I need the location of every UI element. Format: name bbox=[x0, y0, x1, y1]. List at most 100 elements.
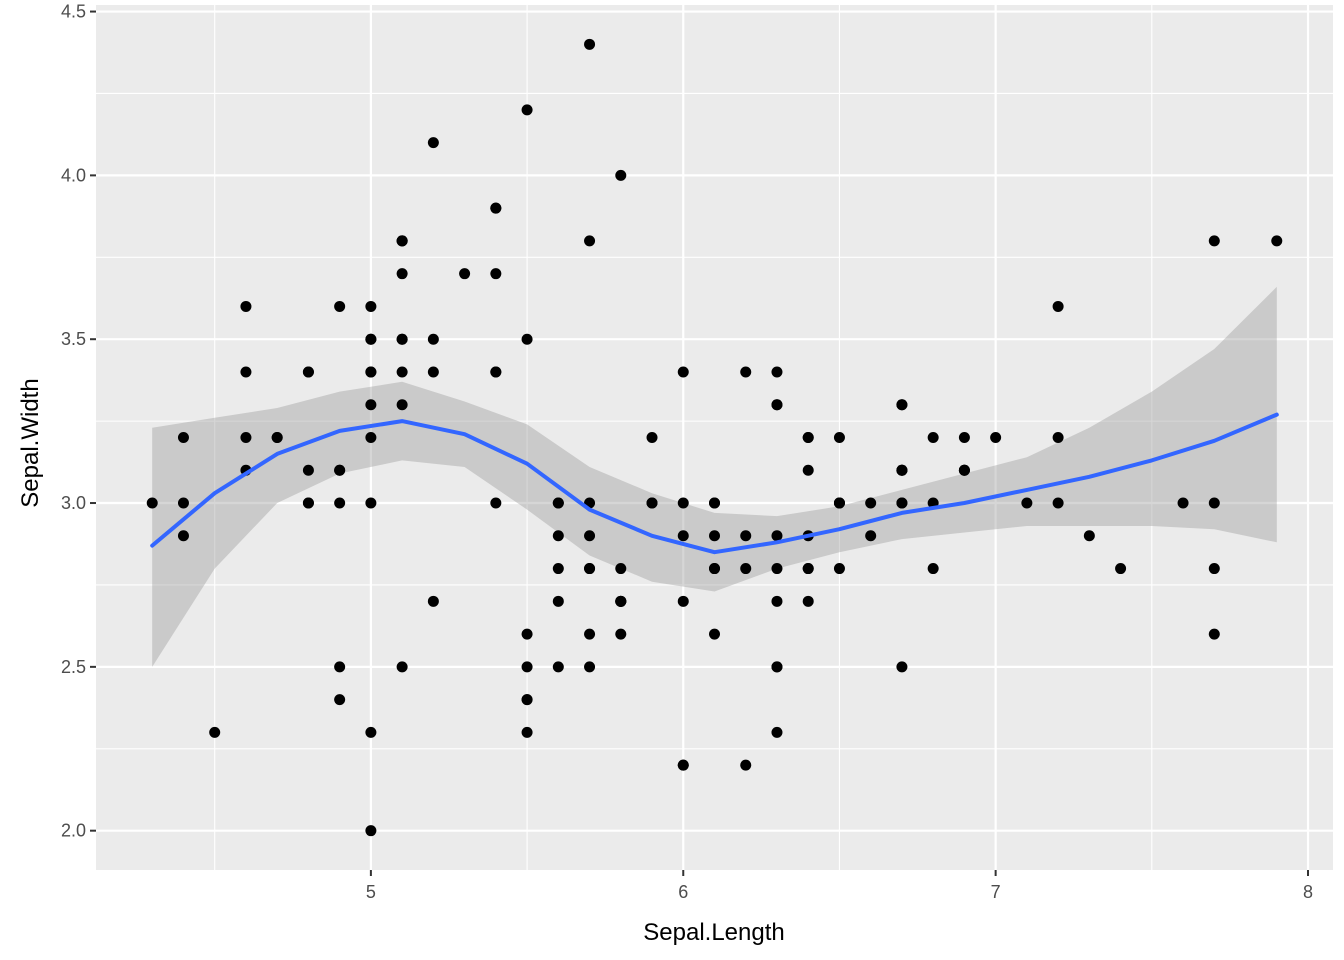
data-point bbox=[271, 432, 283, 443]
x-tick-label: 6 bbox=[678, 882, 688, 902]
data-point bbox=[1208, 563, 1220, 575]
data-point bbox=[1021, 497, 1033, 509]
data-point bbox=[677, 530, 689, 542]
y-tick-label: 3.0 bbox=[61, 493, 86, 513]
data-point bbox=[396, 268, 408, 280]
data-point bbox=[1177, 497, 1189, 509]
data-point bbox=[490, 268, 502, 280]
data-point bbox=[771, 661, 783, 673]
data-point bbox=[771, 530, 783, 542]
x-axis-title: Sepal.Length bbox=[643, 919, 784, 946]
data-point bbox=[677, 497, 689, 509]
data-point bbox=[1208, 628, 1220, 640]
data-point bbox=[365, 825, 377, 837]
data-point bbox=[334, 694, 346, 706]
data-point bbox=[677, 759, 689, 771]
data-point bbox=[240, 432, 252, 443]
data-point bbox=[1208, 497, 1220, 509]
data-point bbox=[365, 726, 377, 738]
data-point bbox=[740, 759, 752, 771]
data-points bbox=[146, 38, 1283, 837]
data-point bbox=[177, 530, 189, 542]
data-point bbox=[615, 563, 627, 575]
data-point bbox=[833, 563, 845, 575]
data-point bbox=[521, 661, 533, 673]
data-point bbox=[709, 497, 720, 509]
data-point bbox=[802, 464, 814, 476]
data-point bbox=[334, 300, 346, 312]
data-point bbox=[240, 300, 252, 312]
data-point bbox=[771, 563, 783, 575]
data-point bbox=[1115, 563, 1127, 575]
data-point bbox=[334, 661, 346, 673]
data-point bbox=[490, 366, 502, 378]
data-point bbox=[896, 661, 908, 673]
data-point bbox=[427, 137, 439, 149]
data-point bbox=[365, 399, 377, 411]
data-point bbox=[459, 268, 471, 280]
data-point bbox=[552, 530, 564, 542]
data-point bbox=[365, 432, 377, 443]
data-point bbox=[802, 563, 814, 575]
x-axis-ticks: 5 6 7 8 bbox=[366, 870, 1313, 902]
smooth-line bbox=[150, 412, 1279, 555]
y-tick-label: 2.0 bbox=[61, 821, 86, 841]
data-point bbox=[927, 432, 939, 443]
data-point bbox=[615, 628, 627, 640]
data-point bbox=[427, 595, 439, 607]
data-point bbox=[646, 432, 658, 443]
data-point bbox=[709, 628, 720, 640]
data-point bbox=[1052, 432, 1064, 443]
data-point bbox=[334, 464, 346, 476]
data-point bbox=[427, 366, 439, 378]
data-point bbox=[396, 399, 408, 411]
data-point bbox=[740, 563, 752, 575]
data-point bbox=[365, 333, 377, 345]
data-point bbox=[146, 497, 158, 509]
data-point bbox=[771, 366, 783, 378]
y-axis-ticks: 2.0 2.5 3.0 3.5 4.0 4.5 bbox=[61, 2, 96, 841]
data-point bbox=[177, 432, 189, 443]
data-point bbox=[584, 38, 596, 50]
data-point bbox=[833, 432, 845, 443]
data-point bbox=[896, 497, 908, 509]
data-point bbox=[927, 563, 939, 575]
data-point bbox=[521, 694, 533, 706]
data-point bbox=[396, 235, 408, 247]
data-point bbox=[615, 169, 627, 181]
data-point bbox=[209, 726, 221, 738]
data-point bbox=[833, 497, 845, 509]
data-point bbox=[521, 333, 533, 345]
y-axis-title: Sepal.Width bbox=[17, 378, 44, 507]
data-point bbox=[740, 366, 752, 378]
data-point bbox=[646, 497, 658, 509]
x-tick-label: 5 bbox=[366, 882, 376, 902]
data-point bbox=[584, 563, 596, 575]
smooth-line-path bbox=[150, 412, 1279, 555]
data-point bbox=[396, 333, 408, 345]
data-point bbox=[521, 104, 533, 116]
data-point bbox=[896, 464, 908, 476]
x-tick-label: 7 bbox=[991, 882, 1001, 902]
data-point bbox=[865, 530, 877, 542]
data-point bbox=[1083, 530, 1095, 542]
data-point bbox=[1052, 497, 1064, 509]
data-point bbox=[865, 497, 877, 509]
data-point bbox=[771, 726, 783, 738]
data-point bbox=[958, 432, 970, 443]
data-point bbox=[552, 661, 564, 673]
data-point bbox=[958, 464, 970, 476]
data-point bbox=[709, 530, 720, 542]
data-point bbox=[427, 333, 439, 345]
data-point bbox=[1052, 300, 1064, 312]
data-point bbox=[802, 595, 814, 607]
data-point bbox=[584, 530, 596, 542]
data-point bbox=[302, 497, 314, 509]
plot-panel bbox=[96, 5, 1333, 870]
data-point bbox=[896, 399, 908, 411]
data-point bbox=[709, 563, 720, 575]
data-point bbox=[1271, 235, 1283, 247]
data-point bbox=[615, 595, 627, 607]
data-point bbox=[771, 595, 783, 607]
